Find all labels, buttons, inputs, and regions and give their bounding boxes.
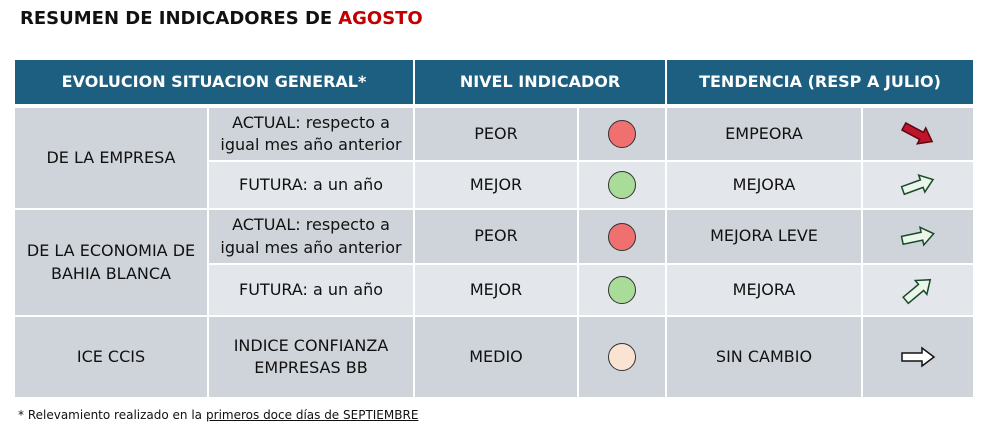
header-cell: NIVEL INDICADOR xyxy=(415,60,665,104)
tendencia: MEJORA LEVE xyxy=(667,210,861,263)
nivel: PEOR xyxy=(415,108,577,160)
group-label-text: DE LA ECONOMIA DE BAHIA BLANCA xyxy=(26,241,196,283)
group-label: DE LA ECONOMIA DE BAHIA BLANCA xyxy=(15,210,207,315)
tendencia: SIN CAMBIO xyxy=(667,317,861,397)
detail: INDICE CONFIANZA EMPRESAS BB xyxy=(233,335,389,377)
detail: ACTUAL: respecto a igual mes año anterio… xyxy=(220,215,402,257)
trend-arrow xyxy=(900,225,935,247)
group-label: DE LA EMPRESA xyxy=(15,108,207,208)
title-highlight: AGOSTO xyxy=(338,8,423,29)
nivel: MEJOR xyxy=(415,162,577,208)
footnote-link: primeros doce días de SEPTIEMBRE xyxy=(206,408,419,422)
nivel: MEDIO xyxy=(415,317,577,397)
tendencia: EMPEORA xyxy=(667,108,861,160)
detail: FUTURA: a un año xyxy=(239,279,383,299)
indicator-dot xyxy=(608,171,636,199)
nivel: MEJOR xyxy=(415,265,577,315)
tendencia: MEJORA xyxy=(667,265,861,315)
indicator-dot xyxy=(608,120,636,148)
trend-arrow xyxy=(900,121,934,145)
trend-arrow xyxy=(902,278,932,305)
indicator-dot xyxy=(608,343,636,371)
header-cell: EVOLUCION SITUACION GENERAL* xyxy=(15,60,413,104)
trend-arrow xyxy=(900,174,935,196)
title: RESUMEN DE INDICADORES DE AGOSTO xyxy=(20,8,423,29)
footnote: * Relevamiento realizado en la primeros d… xyxy=(18,408,418,422)
detail: FUTURA: a un año xyxy=(239,174,383,194)
trend-arrow xyxy=(901,346,936,368)
indicator-dot xyxy=(608,222,636,251)
tendencia: MEJORA xyxy=(667,162,861,208)
title-text: RESUMEN DE INDICADORES DE xyxy=(20,8,333,29)
detail: ACTUAL: respecto a igual mes año anterio… xyxy=(220,112,402,154)
footnote-text: * Relevamiento realizado en la xyxy=(18,408,203,422)
group-label: ICE CCIS xyxy=(15,317,207,397)
indicator-dot xyxy=(608,276,636,304)
header-cell: TENDENCIA (RESP A JULIO) xyxy=(667,60,973,104)
nivel: PEOR xyxy=(415,210,577,263)
